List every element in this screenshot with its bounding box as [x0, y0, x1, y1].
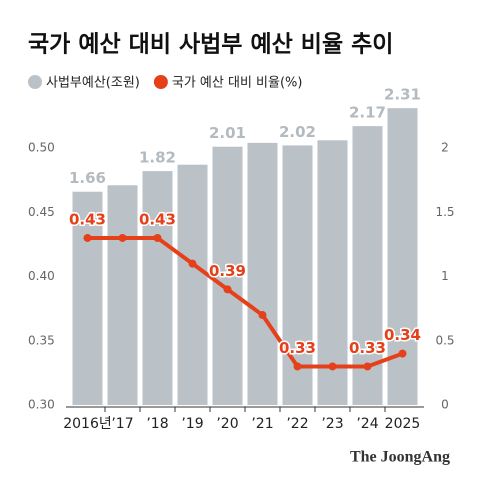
bar: [177, 164, 208, 405]
y2-tick-label: 1.5: [435, 205, 454, 219]
x-tick-label: ’19: [181, 416, 203, 432]
legend-marker: [153, 75, 168, 89]
line-value-label: 0.43: [69, 210, 106, 228]
y-tick-label: 0.40: [28, 269, 55, 283]
bar-value-label: 2.02: [279, 123, 316, 141]
bar: [352, 126, 383, 405]
x-tick-label: ’24: [356, 416, 378, 432]
legend-marker: [28, 75, 42, 89]
bar-value-label: 2.17: [349, 104, 386, 122]
y-tick-label: 0.35: [28, 333, 55, 347]
line-value-label: 0.33: [279, 339, 316, 357]
source: The JoongAng: [350, 449, 450, 466]
bar-value-label: 2.31: [384, 86, 421, 104]
line-point: [153, 233, 162, 242]
x-tick-label: ’21: [251, 416, 273, 432]
line-point: [118, 233, 127, 242]
bar-value-label: 2.01: [209, 124, 246, 142]
y2-tick-label: 0.5: [435, 333, 454, 347]
bar: [317, 140, 348, 406]
line-point: [398, 349, 407, 358]
bar: [282, 145, 313, 405]
chart-title: 국가 예산 대비 사법부 예산 비율 추이: [28, 32, 393, 58]
y2-tick-label: 1: [441, 269, 449, 283]
x-tick-label: ’22: [286, 416, 308, 432]
line-point: [223, 285, 232, 294]
line-point: [188, 259, 197, 268]
bar-value-label: 1.66: [69, 169, 106, 187]
line-point: [363, 362, 372, 371]
y2-tick-label: 0: [441, 398, 449, 412]
y-tick-label: 0.30: [28, 398, 55, 412]
line-value-label: 0.39: [209, 262, 246, 280]
line-value-label: 0.33: [349, 339, 386, 357]
line-point: [328, 362, 337, 371]
y-tick-label: 0.50: [28, 141, 55, 155]
line-point: [258, 311, 267, 320]
line-point: [293, 362, 302, 371]
y-tick-label: 0.45: [28, 205, 55, 219]
x-tick-label: ’20: [216, 416, 238, 432]
x-tick-label: ’18: [146, 416, 168, 432]
line: [87, 235, 404, 369]
line-value-label: 0.43: [139, 210, 176, 228]
bar: [247, 142, 278, 406]
y2-tick-label: 2: [441, 141, 449, 155]
x-tick-label: 2025: [385, 416, 421, 432]
bar: [142, 171, 173, 405]
bar: [212, 146, 243, 405]
bar: [72, 191, 103, 405]
line-value-label: 0.34: [384, 326, 421, 344]
bar-value-label: 1.82: [139, 149, 176, 167]
bar: [387, 108, 418, 405]
line-point: [83, 233, 92, 242]
bar: [107, 185, 138, 405]
legend-label: 사법부예산(조원): [46, 76, 140, 91]
x-tick-label: ’23: [321, 416, 343, 432]
legend-label: 국가 예산 대비 비율(%): [172, 76, 303, 91]
x-tick-label: ’17: [111, 416, 133, 432]
x-tick-label: 2016년: [63, 416, 112, 432]
